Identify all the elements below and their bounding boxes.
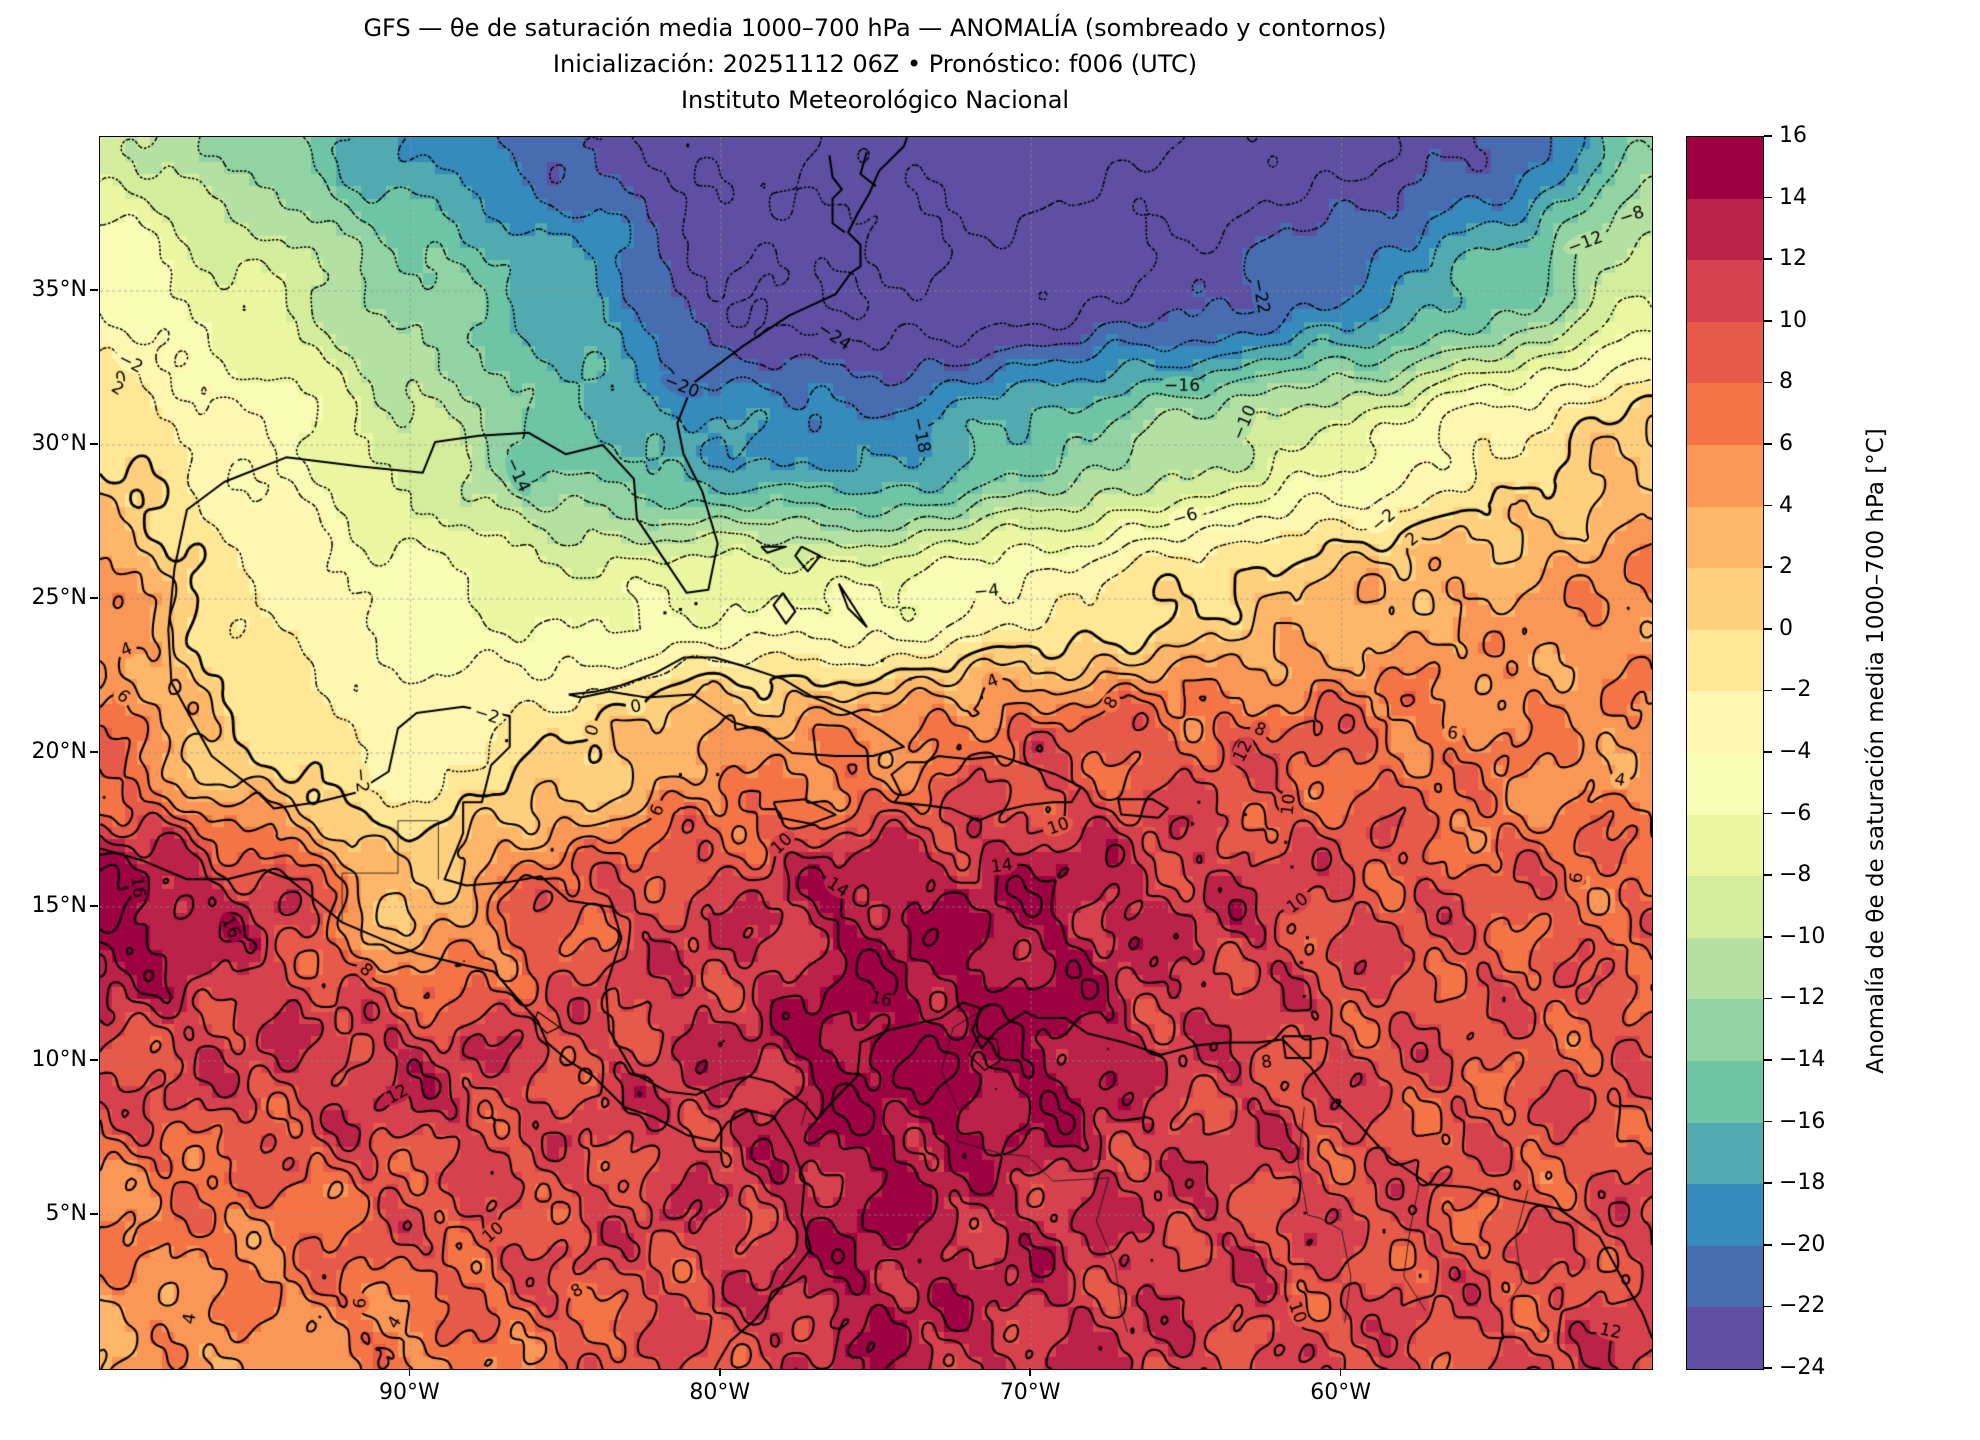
colorbar [1686, 136, 1764, 1370]
colorbar-tick-mark [1764, 443, 1772, 445]
colorbar-tick-mark [1764, 936, 1772, 938]
y-tick-label: 10°N [31, 1047, 87, 1072]
colorbar-tick-mark [1764, 628, 1772, 630]
colorbar-tick-label: −16 [1779, 1108, 1826, 1134]
y-tick-label: 5°N [45, 1201, 87, 1226]
colorbar-tick-label: −4 [1779, 739, 1812, 764]
x-tick-mark [719, 1368, 721, 1376]
y-tick-mark [90, 751, 98, 753]
colorbar-tick-label: −14 [1779, 1047, 1826, 1072]
colorbar-tick-mark [1764, 381, 1772, 384]
colorbar-tick-mark [1764, 196, 1772, 199]
colorbar-tick-label: −22 [1779, 1293, 1826, 1319]
colorbar-tick-mark [1764, 1244, 1772, 1246]
colorbar-band [1687, 198, 1763, 261]
colorbar-band [1687, 568, 1763, 630]
colorbar-tick-label: 8 [1779, 369, 1793, 395]
colorbar-tick-mark [1764, 997, 1772, 1000]
colorbar-band [1687, 1184, 1763, 1246]
y-tick-label: 20°N [31, 739, 87, 764]
y-tick-label: 25°N [31, 585, 87, 610]
colorbar-band [1687, 814, 1763, 877]
colorbar-tick-mark [1764, 135, 1772, 137]
colorbar-tick-label: 12 [1779, 246, 1807, 272]
x-tick-label: 80°W [689, 1380, 751, 1405]
chart-title: GFS — θe de saturación media 1000–700 hP… [363, 14, 1387, 42]
y-tick-mark [90, 443, 98, 445]
colorbar-band [1687, 506, 1763, 569]
chart-subtitle: Inicialización: 20251112 06Z • Pronóstic… [552, 50, 1198, 78]
colorbar-tick-label: 14 [1779, 184, 1807, 210]
colorbar-tick-mark [1764, 689, 1772, 692]
colorbar-band [1687, 629, 1763, 692]
colorbar-tick-label: 2 [1779, 554, 1793, 580]
colorbar-tick-label: −12 [1779, 985, 1826, 1011]
chart-institution: Instituto Meteorológico Nacional [680, 86, 1070, 114]
colorbar-tick-mark [1764, 874, 1772, 876]
colorbar-tick-mark [1764, 1059, 1772, 1061]
colorbar-band [1687, 1060, 1763, 1123]
colorbar-tick-label: 0 [1779, 615, 1793, 641]
colorbar-band [1687, 260, 1763, 322]
y-tick-mark [90, 1059, 98, 1061]
y-tick-mark [90, 597, 98, 599]
colorbar-band [1687, 691, 1763, 753]
colorbar-band [1687, 321, 1763, 384]
colorbar-tick-mark [1764, 504, 1772, 507]
colorbar-band [1687, 444, 1763, 507]
y-tick-mark [90, 905, 98, 907]
colorbar-band [1687, 876, 1763, 938]
x-tick-mark [1029, 1368, 1031, 1376]
colorbar-band [1687, 752, 1763, 815]
y-tick-mark [90, 1213, 98, 1215]
colorbar-band [1687, 383, 1763, 445]
colorbar-tick-label: −10 [1779, 923, 1826, 949]
map-canvas [100, 137, 1652, 1369]
x-tick-label: 90°W [379, 1380, 440, 1405]
colorbar-tick-mark [1764, 566, 1772, 568]
colorbar-band [1687, 1245, 1763, 1308]
colorbar-tick-label: 6 [1779, 431, 1793, 456]
colorbar-tick-label: 10 [1779, 307, 1807, 333]
colorbar-tick-mark [1764, 1305, 1772, 1308]
x-tick-mark [1339, 1368, 1342, 1376]
colorbar-band [1687, 999, 1763, 1061]
x-tick-label: 70°W [999, 1380, 1061, 1405]
colorbar-tick-label: −18 [1779, 1170, 1826, 1196]
x-tick-mark [408, 1368, 411, 1376]
colorbar-tick-label: 16 [1779, 123, 1807, 148]
colorbar-tick-mark [1764, 1367, 1772, 1369]
colorbar-band [1687, 1307, 1763, 1369]
colorbar-band [1687, 137, 1763, 199]
y-tick-label: 15°N [31, 893, 87, 918]
x-tick-label: 60°W [1310, 1380, 1371, 1405]
colorbar-tick-mark [1764, 320, 1772, 322]
colorbar-tick-label: −2 [1779, 677, 1812, 703]
colorbar-tick-label: 4 [1779, 492, 1793, 518]
y-tick-mark [90, 289, 98, 291]
colorbar-tick-label: −24 [1779, 1355, 1826, 1380]
colorbar-tick-mark [1764, 258, 1772, 260]
colorbar-tick-label: −8 [1779, 862, 1812, 888]
colorbar-tick-label: −6 [1779, 800, 1812, 826]
colorbar-band [1687, 937, 1763, 1000]
colorbar-tick-mark [1764, 1182, 1772, 1184]
map-plot [99, 136, 1653, 1370]
colorbar-tick-mark [1764, 751, 1772, 753]
colorbar-tick-mark [1764, 812, 1772, 815]
colorbar-tick-mark [1764, 1120, 1772, 1123]
y-tick-label: 30°N [31, 431, 87, 456]
y-tick-label: 35°N [31, 277, 87, 302]
colorbar-label: Anomalía de θe de saturación media 1000–… [1863, 428, 1889, 1074]
colorbar-tick-label: −20 [1779, 1231, 1826, 1257]
colorbar-band [1687, 1122, 1763, 1185]
